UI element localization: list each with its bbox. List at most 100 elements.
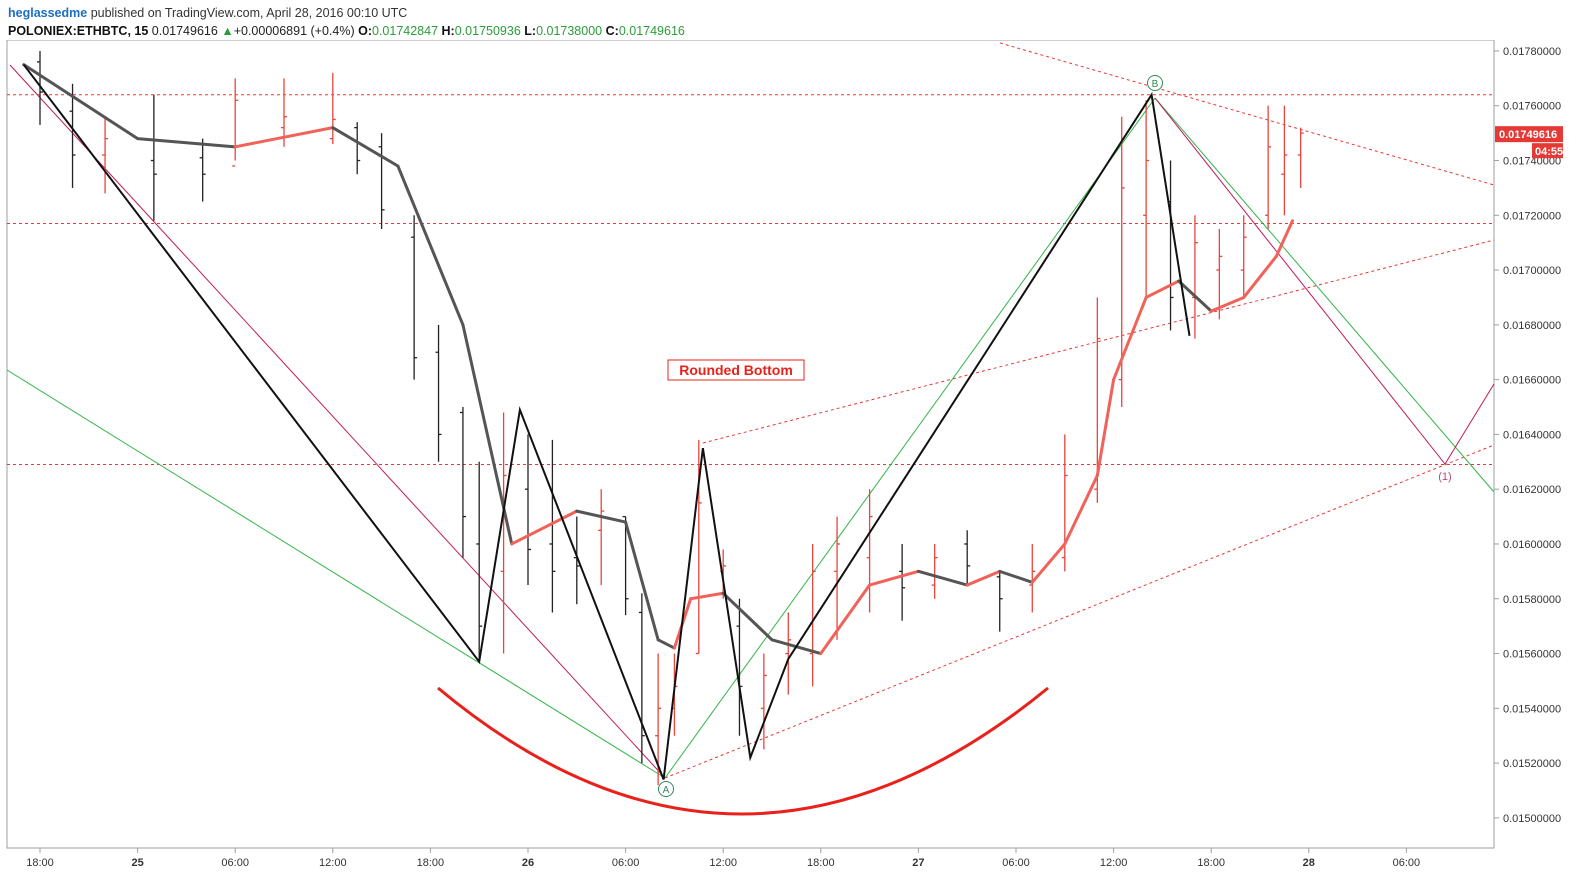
price-bar xyxy=(809,543,816,687)
ma-segment xyxy=(233,126,335,149)
price-bar xyxy=(1167,160,1174,331)
ma-segment xyxy=(1144,279,1181,299)
y-axis: 0.01780000 0.01760000 0.01740000 0.01720000… xyxy=(1494,46,1563,825)
price-bar xyxy=(1281,105,1288,216)
price-bar xyxy=(1297,127,1304,188)
price-bar xyxy=(329,72,336,145)
ma-segment xyxy=(1030,542,1067,584)
resistance-line xyxy=(999,42,1495,186)
price-bar xyxy=(899,543,906,621)
annotation-text: Rounded Bottom xyxy=(679,362,793,378)
publish-text: published on TradingView.com, April 28, … xyxy=(90,6,408,20)
magenta-line-up xyxy=(1444,383,1495,465)
price-bar xyxy=(378,133,385,229)
y-tick-label: 0.01520000 xyxy=(1503,758,1561,770)
ma-segment xyxy=(396,164,465,327)
ma-segment xyxy=(1209,295,1246,313)
green-line-left xyxy=(6,369,666,779)
countdown-tag xyxy=(1532,143,1563,159)
annotation-box xyxy=(667,359,805,381)
price-bar xyxy=(69,83,76,188)
price-bar xyxy=(1191,215,1198,339)
point-1-label: (1) xyxy=(1438,471,1451,483)
symbol-name[interactable]: POLONIEX:ETHBTC, 15 xyxy=(8,24,149,38)
y-tick-label: 0.01500000 xyxy=(1503,813,1561,825)
channel-upper-line xyxy=(702,239,1495,444)
price-bars xyxy=(37,50,1304,786)
y-tick-label: 0.01780000 xyxy=(1503,46,1561,58)
price-bar xyxy=(760,653,767,750)
price-bar xyxy=(1029,543,1036,613)
countdown-label: 04:55 xyxy=(1535,146,1563,158)
ma-segment xyxy=(656,638,676,650)
x-tick-label: 12:00 xyxy=(1100,857,1128,869)
price-bar xyxy=(834,516,841,640)
price-bar xyxy=(1265,105,1272,229)
zigzag-line xyxy=(22,64,1191,780)
price-bar xyxy=(964,530,971,586)
price-chart[interactable]: Rounded Bottom A B (1) 18:00 25 06:00 12:00 18:… xyxy=(0,40,1584,884)
ma-segment xyxy=(22,63,140,141)
point-a-label: A xyxy=(663,785,670,796)
price-bar xyxy=(102,116,109,194)
symbol-line: POLONIEX:ETHBTC, 15 0.01749616 ▲+0.00006… xyxy=(8,22,1568,40)
price-bar xyxy=(598,489,605,586)
price-bar xyxy=(435,324,442,462)
price-bar xyxy=(500,412,507,654)
y-tick-label: 0.01700000 xyxy=(1503,265,1561,277)
x-tick-label: 18:00 xyxy=(807,857,835,869)
channel-lower-line xyxy=(664,444,1495,779)
price-bar xyxy=(281,78,287,147)
price-bar xyxy=(638,593,645,764)
moving-average xyxy=(22,63,1295,656)
x-tick-label: 28 xyxy=(1303,857,1315,869)
point-b-label: B xyxy=(1152,79,1159,90)
y-tick-label: 0.01580000 xyxy=(1503,594,1561,606)
x-tick-label: 06:00 xyxy=(612,857,640,869)
green-line-down xyxy=(1154,97,1495,493)
y-tick-label: 0.01540000 xyxy=(1503,703,1561,715)
price-bar xyxy=(622,515,629,616)
ma-segment xyxy=(1177,279,1213,313)
y-tick-label: 0.01560000 xyxy=(1503,649,1561,661)
price-bar xyxy=(1216,228,1223,320)
pattern-lines xyxy=(22,64,1191,780)
price-bar xyxy=(549,439,556,613)
author-link[interactable]: heglassedme xyxy=(8,6,88,20)
ma-segment xyxy=(1063,473,1099,546)
x-tick-label: 06:00 xyxy=(1393,857,1421,869)
price-bar xyxy=(573,516,580,605)
ma-segment xyxy=(916,569,969,587)
x-axis: 18:00 25 06:00 12:00 18:00 26 06:00 12:00 18:00 2… xyxy=(26,848,1420,869)
ma-segment xyxy=(1095,378,1116,477)
price-bar xyxy=(199,138,206,202)
price-bar xyxy=(411,215,418,380)
rounded-bottom-arc xyxy=(437,686,1049,816)
trendlines xyxy=(6,42,1495,779)
ma-segment xyxy=(624,520,660,642)
x-tick-label: 25 xyxy=(131,857,143,869)
y-tick-label: 0.01740000 xyxy=(1503,156,1561,168)
y-tick-label: 0.01720000 xyxy=(1503,210,1561,222)
price-bar xyxy=(525,434,531,586)
x-tick-label: 18:00 xyxy=(417,857,445,869)
price-bar xyxy=(996,571,1003,632)
price-bar xyxy=(37,50,43,125)
price-bar xyxy=(476,461,483,662)
x-tick-label: 12:00 xyxy=(709,857,737,869)
ma-segment xyxy=(331,126,400,168)
price-bar xyxy=(1240,215,1247,298)
ma-segment xyxy=(1242,254,1278,299)
price-bar xyxy=(150,94,157,221)
magenta-line-left xyxy=(9,64,666,779)
price-bar xyxy=(1061,434,1068,572)
green-line-up xyxy=(664,97,1156,779)
x-tick-label: 18:00 xyxy=(26,857,54,869)
price-bar xyxy=(232,78,239,167)
ohlc-open: O:0.01742847 xyxy=(358,24,439,38)
ma-segment xyxy=(721,591,774,642)
last-value: 0.01749616 xyxy=(151,24,218,38)
plot-frame xyxy=(6,40,1495,849)
change-value: +0.00006891 (+0.4%) xyxy=(233,24,355,38)
ohlc-low: L:0.01738000 xyxy=(524,24,603,38)
